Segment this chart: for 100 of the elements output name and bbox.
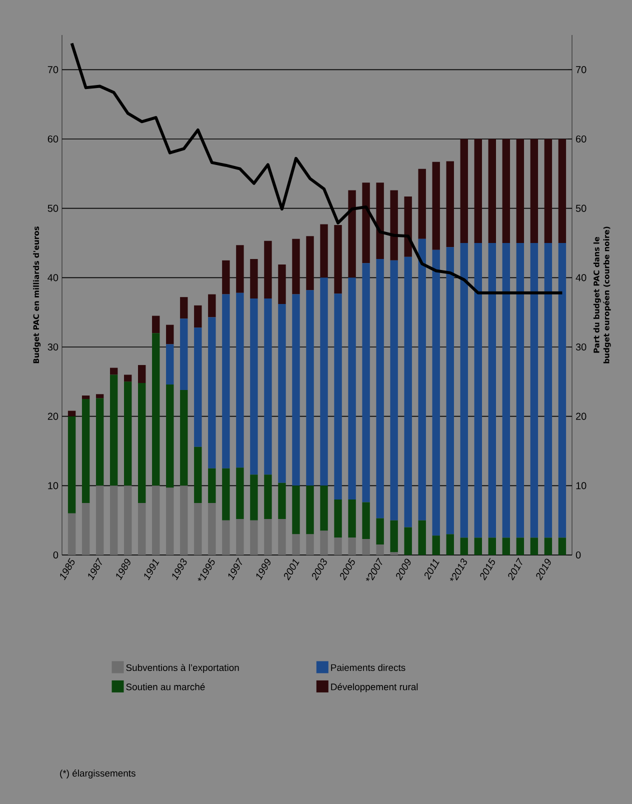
bar [488, 139, 496, 243]
bar [152, 486, 160, 555]
bar [208, 503, 216, 555]
bar [124, 486, 132, 555]
bar [516, 139, 524, 243]
bar [502, 538, 510, 555]
y2-tick-label: 30 [576, 343, 586, 351]
bar [208, 317, 216, 468]
y-tick-label: 50 [48, 204, 58, 212]
bar [502, 139, 510, 243]
bar [250, 520, 258, 555]
bar [544, 243, 552, 538]
bar [166, 324, 174, 344]
bar [236, 468, 244, 519]
bar [292, 534, 300, 555]
bar [194, 305, 202, 328]
bar [180, 297, 188, 319]
bar [516, 243, 524, 538]
bar [138, 503, 146, 555]
bar [208, 468, 216, 503]
bar [250, 258, 258, 298]
bar [348, 190, 356, 278]
bar [96, 486, 104, 555]
bar [362, 182, 370, 264]
bar [264, 518, 272, 555]
bar [292, 486, 300, 534]
bar [334, 500, 342, 538]
bar [222, 294, 230, 468]
bar [446, 534, 454, 555]
bar [558, 139, 566, 243]
bar [278, 482, 286, 519]
bar [166, 344, 174, 384]
bar [222, 260, 230, 294]
bar [502, 243, 510, 538]
bar [236, 518, 244, 555]
bar [180, 318, 188, 390]
bar [558, 243, 566, 538]
bar [320, 278, 328, 486]
bar [68, 513, 76, 555]
bar [334, 294, 342, 500]
y-tick-label: 70 [48, 66, 58, 74]
bar [432, 536, 440, 555]
bar [348, 278, 356, 500]
bar [530, 243, 538, 538]
bar [558, 538, 566, 555]
bar [530, 139, 538, 243]
bar [306, 290, 314, 486]
bar [404, 256, 412, 528]
legend-label: Paiements directs [331, 664, 406, 671]
bar [320, 530, 328, 555]
bar [460, 243, 468, 538]
bar [306, 486, 314, 534]
bar [180, 390, 188, 486]
bar [320, 486, 328, 531]
bar [208, 294, 216, 318]
bar [180, 486, 188, 555]
bar [418, 238, 426, 520]
bar [404, 527, 412, 555]
bar [292, 294, 300, 486]
bar [194, 328, 202, 447]
y2-tick-label: 40 [576, 274, 586, 282]
bar [222, 468, 230, 520]
bar [362, 539, 370, 555]
y-tick-label: 30 [48, 343, 58, 351]
bar [68, 416, 76, 514]
legend-label: Soutien au marché [126, 683, 205, 690]
y-tick-label: 20 [48, 412, 58, 420]
bar [166, 488, 174, 555]
bar [432, 250, 440, 536]
bar [110, 374, 118, 486]
bar [278, 304, 286, 483]
legend-label: Développement rural [331, 683, 418, 692]
bar [152, 316, 160, 334]
bar [376, 182, 384, 259]
bar [376, 258, 384, 518]
bar [306, 236, 314, 290]
bar [460, 538, 468, 555]
bar [348, 538, 356, 555]
y2-tick-label: 70 [576, 66, 586, 74]
bar [222, 520, 230, 555]
text: (*) élargissements [60, 770, 136, 778]
bar [194, 446, 202, 503]
legend-label: Subventions à l’exportation [126, 664, 239, 673]
bar [348, 500, 356, 538]
y2-tick-label: 10 [576, 482, 586, 490]
bar [96, 398, 104, 486]
bar [264, 240, 272, 298]
bar [488, 243, 496, 538]
bar [194, 503, 202, 555]
bar [474, 538, 482, 555]
bar [390, 260, 398, 520]
bar [362, 263, 370, 502]
bar [320, 224, 328, 278]
bar [110, 368, 118, 375]
y2-tick-label: 50 [576, 204, 586, 212]
bar [334, 224, 342, 294]
bar [96, 394, 104, 398]
y2-tick-label: 0 [576, 551, 581, 559]
bar [278, 264, 286, 304]
bar [236, 245, 244, 293]
